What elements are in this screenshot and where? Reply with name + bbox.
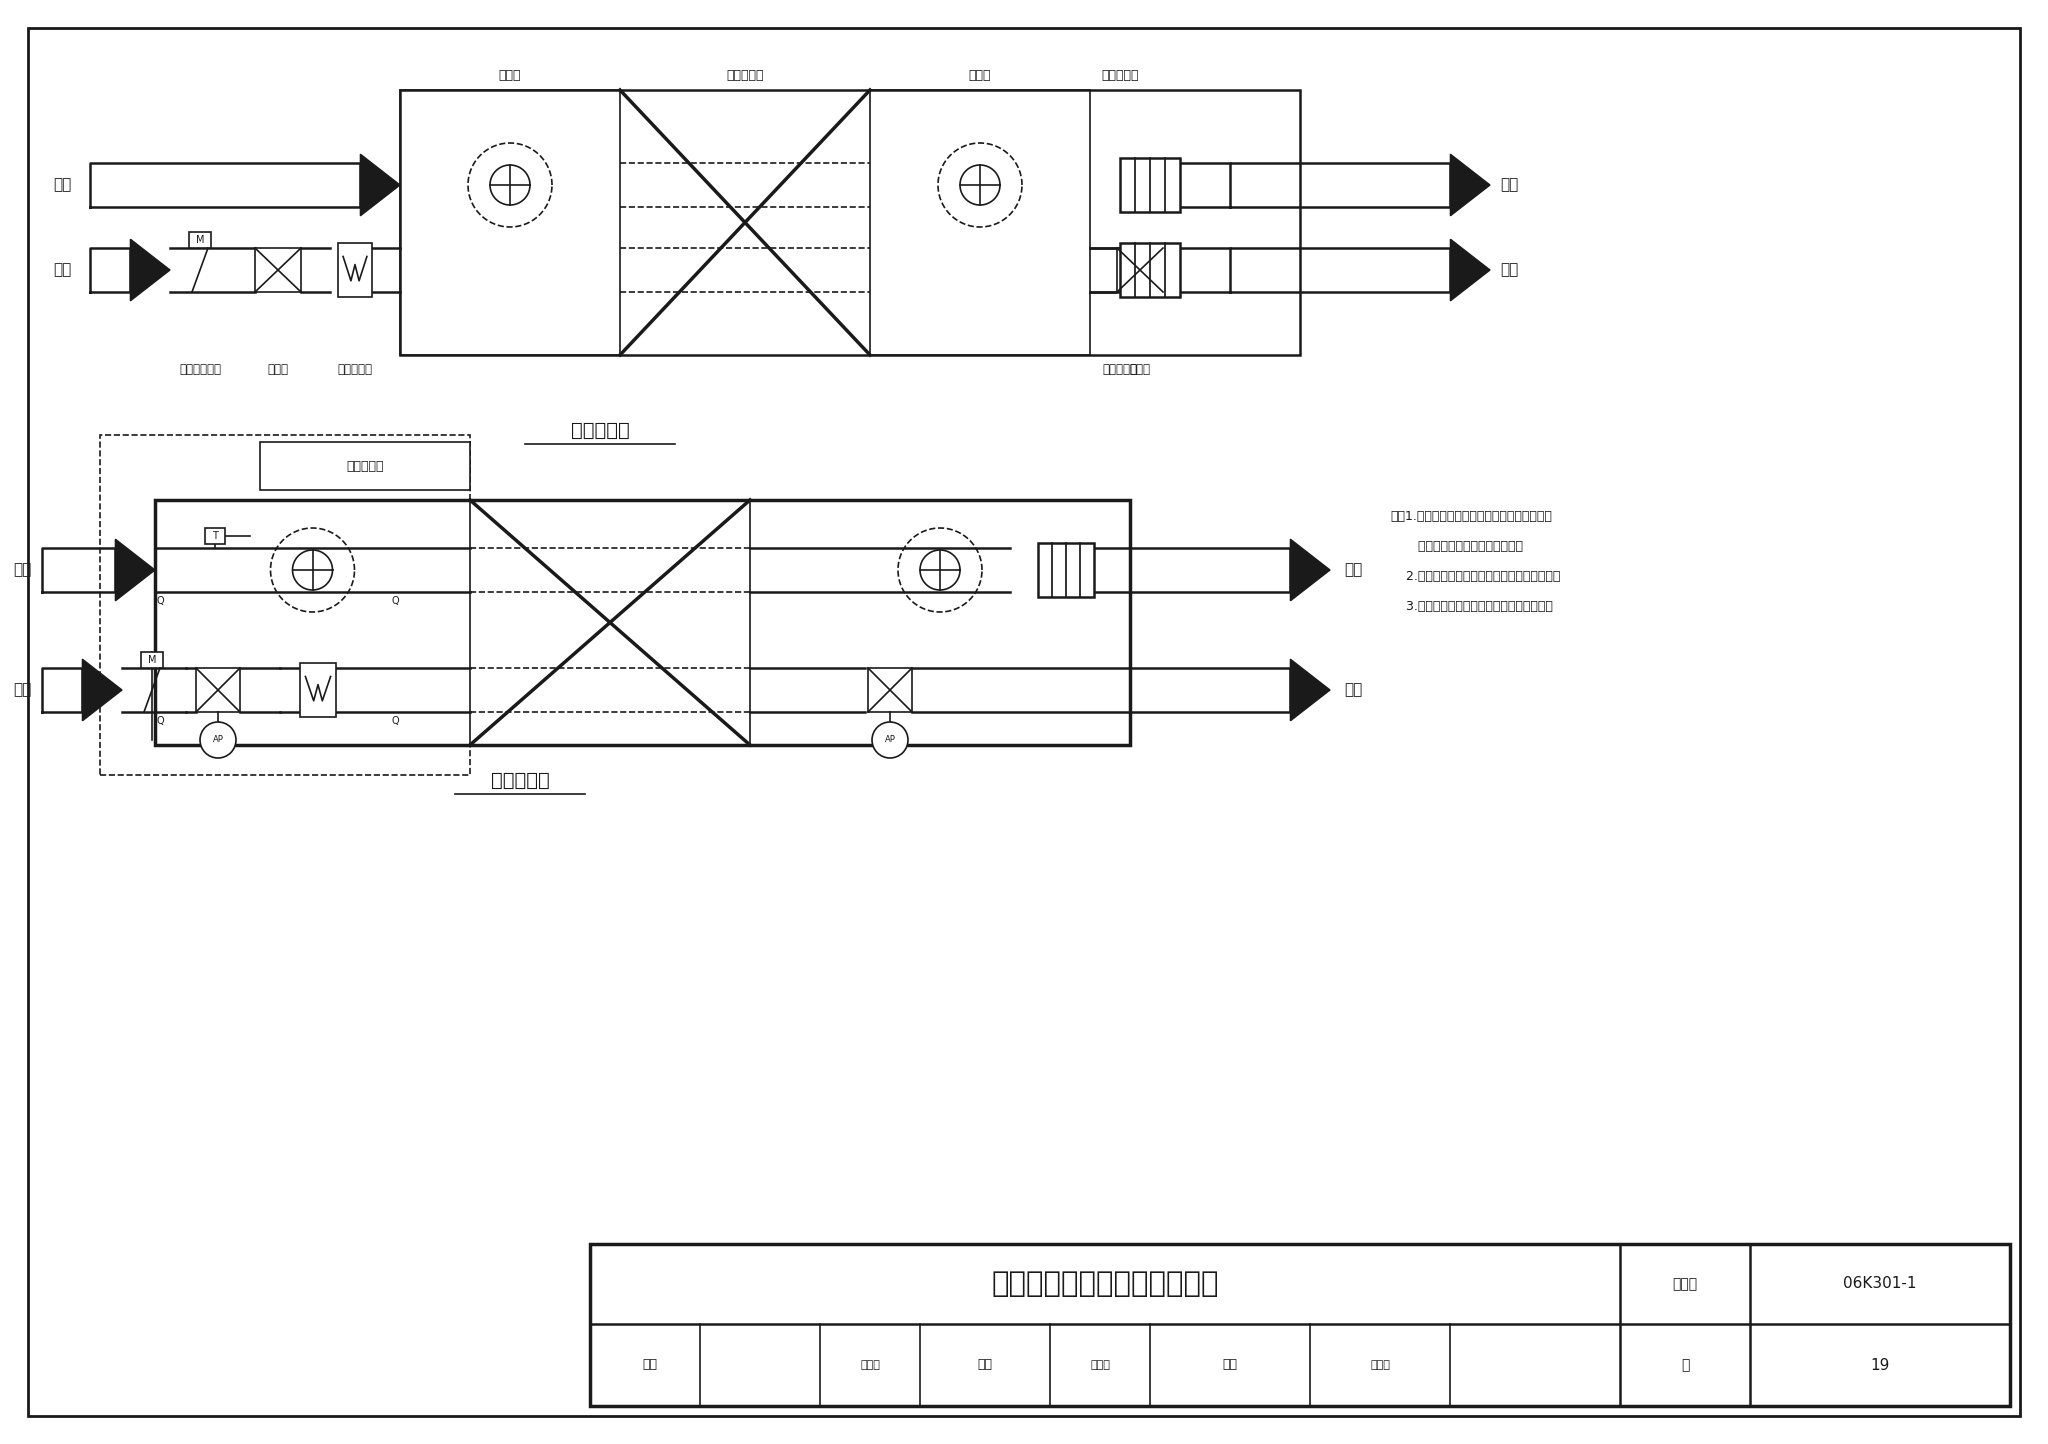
Bar (260, 442, 469, 490)
Text: 风管消声器: 风管消声器 (1102, 69, 1139, 82)
Text: 李远平: 李远平 (860, 1360, 881, 1370)
Polygon shape (360, 155, 399, 215)
Text: 新风、排风量相等热回收系统: 新风、排风量相等热回收系统 (991, 1271, 1219, 1298)
Bar (156, 500, 1130, 745)
Text: 新风换气机: 新风换气机 (727, 69, 764, 82)
Text: M: M (147, 656, 156, 666)
Bar (197, 669, 240, 712)
Text: 校对: 校对 (977, 1359, 993, 1372)
Text: 新风换气机: 新风换气机 (346, 459, 383, 472)
Bar (299, 663, 336, 718)
Text: 图集号: 图集号 (1673, 1276, 1698, 1291)
Bar (338, 243, 373, 297)
Text: 风管消声器: 风管消声器 (1102, 362, 1137, 375)
Bar (399, 90, 621, 355)
Text: AP: AP (885, 735, 895, 745)
Text: 排风: 排风 (1343, 683, 1362, 697)
Text: 3.过滤器两侧压差超过设定值时自动报警。: 3.过滤器两侧压差超过设定值时自动报警。 (1391, 601, 1552, 614)
Text: 送风: 送风 (1499, 178, 1518, 192)
Bar (141, 653, 164, 669)
Polygon shape (1231, 248, 1450, 292)
Text: Q: Q (156, 596, 164, 606)
Bar (868, 669, 911, 712)
Text: 页: 页 (1681, 1357, 1690, 1372)
Text: 新风: 新风 (14, 683, 33, 697)
Text: 新风: 新风 (53, 263, 72, 277)
Polygon shape (82, 660, 123, 721)
Text: 送风: 送风 (1343, 563, 1362, 578)
Text: M: M (197, 235, 205, 245)
Polygon shape (90, 163, 360, 206)
Polygon shape (1290, 539, 1329, 601)
Bar (590, 1243, 2009, 1406)
Text: 排风: 排风 (1499, 263, 1518, 277)
Text: 06K301-1: 06K301-1 (1843, 1276, 1917, 1291)
Polygon shape (1231, 163, 1450, 206)
Text: 19: 19 (1870, 1357, 1890, 1372)
Polygon shape (1290, 660, 1329, 721)
Bar (399, 90, 1300, 355)
Text: 热器无风断电保护及超温报警。: 热器无风断电保护及超温报警。 (1391, 540, 1524, 553)
Text: AP: AP (213, 735, 223, 745)
Bar (100, 435, 469, 775)
Bar (1116, 248, 1163, 292)
Polygon shape (115, 539, 156, 601)
Text: 排风: 排风 (14, 563, 33, 578)
Text: 殷德刚: 殷德刚 (1370, 1360, 1391, 1370)
Text: Q: Q (156, 716, 164, 726)
Bar (870, 90, 1090, 355)
Text: 排风: 排风 (53, 178, 72, 192)
Bar (1120, 157, 1180, 212)
Text: 宋长辉: 宋长辉 (1090, 1360, 1110, 1370)
Text: 2.排风温度低于设定值时，启动空气预热器。: 2.排风温度低于设定值时，启动空气预热器。 (1391, 570, 1561, 583)
Text: 系统流程图: 系统流程图 (571, 420, 629, 439)
Polygon shape (1130, 669, 1290, 712)
Text: Q: Q (391, 716, 399, 726)
Circle shape (201, 722, 236, 758)
Text: T: T (213, 531, 217, 542)
Bar (1038, 543, 1094, 596)
Bar (256, 248, 301, 292)
Text: 注：1.开关风阀与送、排风机联锁启闭。空气预: 注：1.开关风阀与送、排风机联锁启闭。空气预 (1391, 510, 1552, 523)
Text: 开关联锁风阀: 开关联锁风阀 (178, 362, 221, 375)
Bar (1120, 243, 1180, 297)
Text: 过滤器: 过滤器 (1130, 362, 1151, 375)
Polygon shape (1130, 549, 1290, 592)
Text: 控制原理图: 控制原理图 (492, 771, 549, 790)
Text: 风管加热器: 风管加热器 (338, 362, 373, 375)
Polygon shape (131, 240, 170, 300)
Text: 过滤器: 过滤器 (268, 362, 289, 375)
Polygon shape (43, 669, 82, 712)
Bar (205, 529, 225, 544)
Circle shape (872, 722, 907, 758)
Polygon shape (1450, 240, 1491, 300)
Polygon shape (90, 248, 131, 292)
Polygon shape (43, 549, 115, 592)
Text: Q: Q (391, 596, 399, 606)
Text: 排风机: 排风机 (500, 69, 522, 82)
Text: 审核: 审核 (643, 1359, 657, 1372)
Bar (188, 232, 211, 248)
Text: 设计: 设计 (1223, 1359, 1237, 1372)
Text: 送风机: 送风机 (969, 69, 991, 82)
Polygon shape (1450, 155, 1491, 215)
